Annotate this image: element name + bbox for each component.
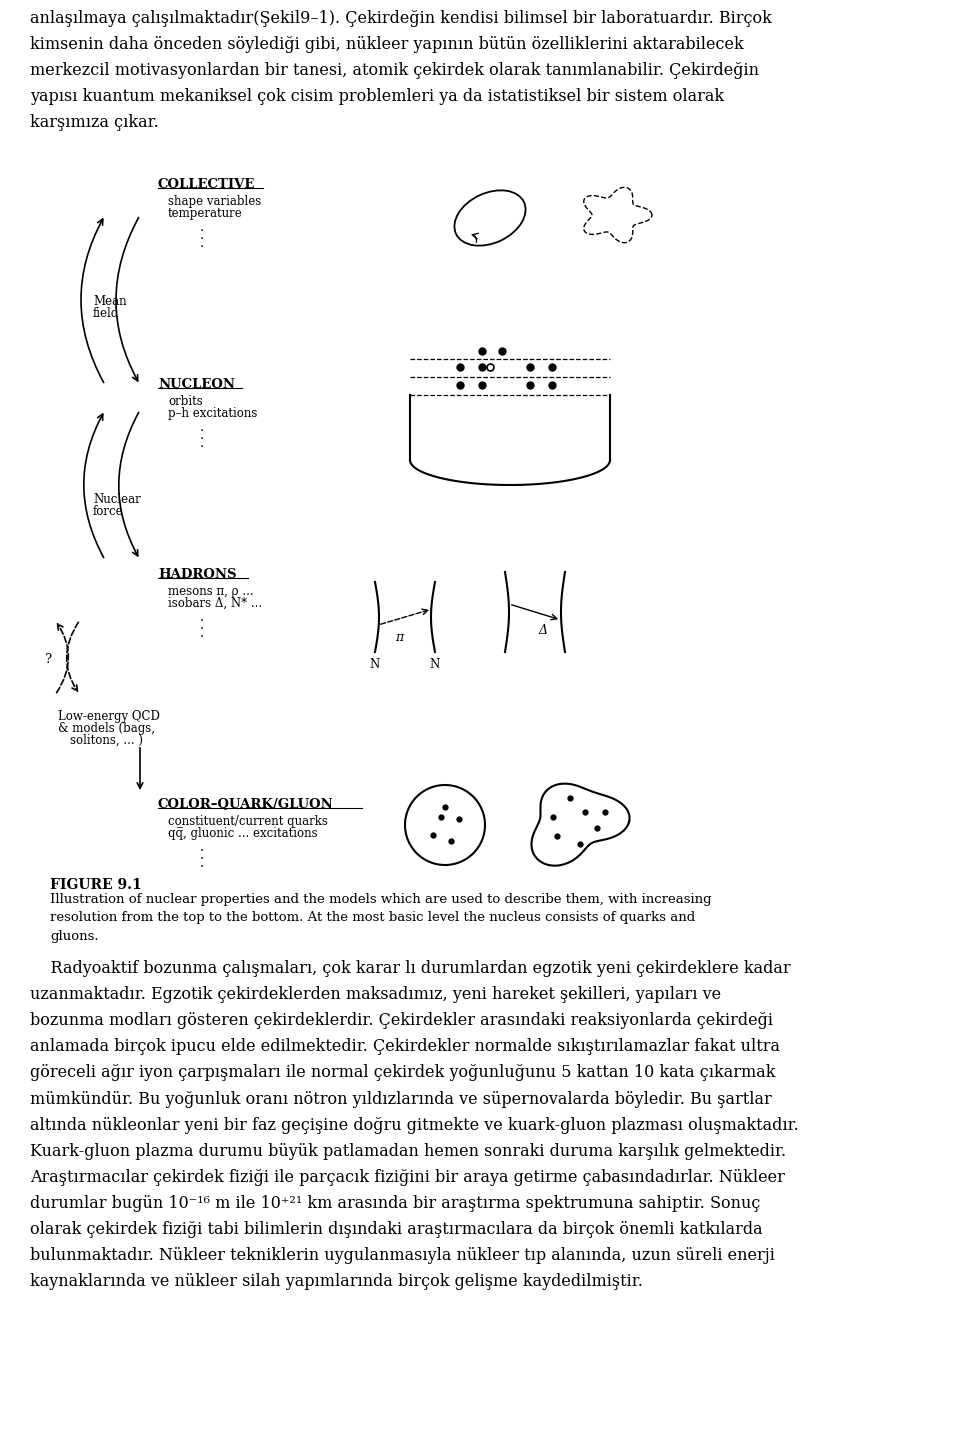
Text: constituent/current quarks: constituent/current quarks bbox=[168, 816, 328, 829]
Text: N: N bbox=[370, 658, 380, 671]
Text: Low-energy QCD: Low-energy QCD bbox=[58, 709, 160, 722]
Text: & models (bags,: & models (bags, bbox=[58, 722, 155, 735]
Text: anlaşılmaya çalışılmaktadır(Şekil9–1). Çekirdeğin kendisi bilimsel bir laboratua: anlaşılmaya çalışılmaktadır(Şekil9–1). Ç… bbox=[30, 10, 772, 132]
Text: FIGURE 9.1: FIGURE 9.1 bbox=[50, 877, 142, 892]
Text: isobars Δ, N* ...: isobars Δ, N* ... bbox=[168, 597, 262, 610]
Text: qq̅, gluonic ... excitations: qq̅, gluonic ... excitations bbox=[168, 827, 318, 840]
Text: Radyoaktif bozunma çalışmaları, çok karar lı durumlardan egzotik yeni çekirdekle: Radyoaktif bozunma çalışmaları, çok kara… bbox=[30, 961, 799, 1290]
Text: mesons π, ρ ...: mesons π, ρ ... bbox=[168, 584, 253, 597]
Text: .: . bbox=[200, 228, 204, 243]
Text: .: . bbox=[200, 840, 204, 854]
Text: orbits: orbits bbox=[168, 395, 203, 408]
Text: .: . bbox=[200, 626, 204, 640]
Text: .: . bbox=[200, 220, 204, 234]
Text: .: . bbox=[200, 617, 204, 632]
Text: COLOR–QUARK/GLUON: COLOR–QUARK/GLUON bbox=[158, 798, 334, 811]
Text: ?: ? bbox=[44, 653, 51, 666]
Text: HADRONS: HADRONS bbox=[158, 569, 236, 582]
Text: Δ: Δ bbox=[538, 625, 547, 638]
Text: .: . bbox=[200, 849, 204, 862]
Text: .: . bbox=[200, 437, 204, 449]
Text: π: π bbox=[395, 630, 403, 643]
Text: field: field bbox=[93, 307, 119, 320]
Text: .: . bbox=[200, 236, 204, 250]
Text: force: force bbox=[93, 505, 124, 518]
Text: solitons, ... ): solitons, ... ) bbox=[70, 734, 143, 747]
Text: shape variables: shape variables bbox=[168, 195, 261, 208]
Text: .: . bbox=[200, 856, 204, 870]
Text: Illustration of nuclear properties and the models which are used to describe the: Illustration of nuclear properties and t… bbox=[50, 893, 711, 943]
Text: .: . bbox=[200, 419, 204, 434]
Text: COLLECTIVE: COLLECTIVE bbox=[158, 178, 255, 191]
Text: Nuclear: Nuclear bbox=[93, 493, 141, 505]
Text: temperature: temperature bbox=[168, 207, 243, 220]
Text: Mean: Mean bbox=[93, 294, 127, 307]
Text: N: N bbox=[430, 658, 440, 671]
Text: NUCLEON: NUCLEON bbox=[158, 378, 235, 391]
Text: p–h excitations: p–h excitations bbox=[168, 406, 257, 419]
Text: .: . bbox=[200, 428, 204, 442]
Text: .: . bbox=[200, 610, 204, 625]
